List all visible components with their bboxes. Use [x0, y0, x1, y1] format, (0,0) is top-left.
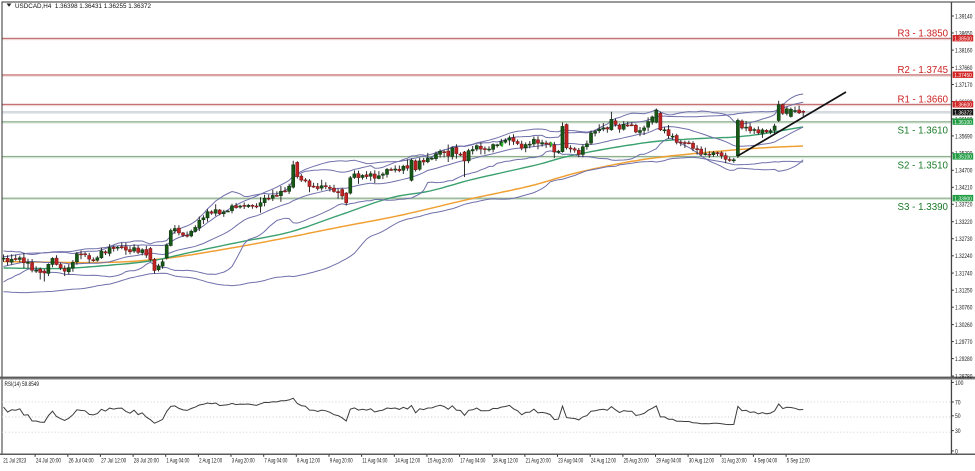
svg-text:1.30260: 1.30260: [955, 322, 973, 329]
svg-text:21 Aug 20:00: 21 Aug 20:00: [526, 458, 551, 465]
svg-text:29 Aug 04:00: 29 Aug 04:00: [656, 458, 681, 465]
svg-text:28 Jul 20:00: 28 Jul 20:00: [134, 458, 160, 465]
svg-text:1 Aug 04:00: 1 Aug 04:00: [166, 458, 189, 465]
svg-text:1.38650: 1.38650: [955, 30, 973, 37]
svg-text:1.38500: 1.38500: [954, 36, 972, 42]
svg-text:30 Aug 12:00: 30 Aug 12:00: [689, 458, 714, 465]
svg-text:1.31250: 1.31250: [955, 288, 973, 295]
svg-text:1.32240: 1.32240: [955, 253, 973, 260]
svg-text:24 Jul 20:00: 24 Jul 20:00: [36, 458, 62, 465]
svg-text:1.28780: 1.28780: [955, 373, 973, 380]
svg-text:1.30760: 1.30760: [955, 305, 973, 312]
svg-text:18 Aug 12:00: 18 Aug 12:00: [493, 458, 518, 465]
svg-text:R1 - 1.3660: R1 - 1.3660: [898, 94, 949, 105]
svg-text:26 Jul 04:00: 26 Jul 04:00: [69, 458, 95, 465]
svg-text:2 Aug 12:00: 2 Aug 12:00: [199, 458, 222, 465]
svg-text:70: 70: [955, 399, 961, 406]
svg-text:9 Aug 20:00: 9 Aug 20:00: [330, 458, 353, 465]
svg-text:1.37660: 1.37660: [955, 65, 973, 72]
svg-text:7 Aug 04:00: 7 Aug 04:00: [264, 458, 287, 465]
svg-text:USDCAD,H4 1.36398 1.36431 1.3: USDCAD,H4 1.36398 1.36431 1.36255 1.3637…: [15, 3, 151, 10]
svg-text:23 Aug 04:00: 23 Aug 04:00: [558, 458, 583, 465]
svg-text:1.36372: 1.36372: [954, 110, 972, 116]
svg-text:1.36100: 1.36100: [954, 120, 972, 126]
svg-text:R3 - 1.3850: R3 - 1.3850: [898, 29, 949, 40]
svg-text:8 Aug 12:00: 8 Aug 12:00: [297, 458, 320, 465]
svg-text:14 Aug 12:00: 14 Aug 12:00: [395, 458, 420, 465]
svg-text:S1 - 1.3610: S1 - 1.3610: [898, 126, 949, 137]
svg-text:100: 100: [955, 380, 964, 387]
svg-text:S2 - 1.3510: S2 - 1.3510: [898, 160, 949, 171]
svg-text:1.34210: 1.34210: [955, 185, 973, 192]
svg-text:1.37170: 1.37170: [955, 82, 973, 89]
svg-text:21 Jul 2023: 21 Jul 2023: [3, 458, 26, 465]
svg-text:1.39140: 1.39140: [955, 13, 973, 20]
svg-text:4 Sep 04:00: 4 Sep 04:00: [754, 458, 777, 465]
svg-text:31 Aug 20:00: 31 Aug 20:00: [722, 458, 747, 465]
svg-text:5 Sep 12:00: 5 Sep 12:00: [787, 458, 810, 465]
svg-text:3 Aug 20:00: 3 Aug 20:00: [232, 458, 255, 465]
svg-text:1.35100: 1.35100: [954, 155, 972, 161]
svg-text:1.33900: 1.33900: [954, 196, 972, 202]
svg-text:1.29280: 1.29280: [955, 356, 973, 363]
svg-text:17 Aug 04:00: 17 Aug 04:00: [460, 458, 485, 465]
svg-text:1.37450: 1.37450: [954, 73, 972, 79]
svg-text:1.34700: 1.34700: [955, 168, 973, 175]
svg-text:RSI(14) 59.8549: RSI(14) 59.8549: [5, 381, 40, 388]
svg-text:1.36600: 1.36600: [954, 103, 972, 109]
svg-text:S3 - 1.3390: S3 - 1.3390: [898, 202, 949, 213]
svg-text:R2 - 1.3745: R2 - 1.3745: [898, 65, 949, 76]
svg-text:15 Aug 20:00: 15 Aug 20:00: [428, 458, 453, 465]
svg-text:11 Aug 04:00: 11 Aug 04:00: [362, 458, 387, 465]
svg-text:1.29770: 1.29770: [955, 339, 973, 346]
svg-text:30: 30: [955, 428, 961, 435]
svg-text:24 Aug 12:00: 24 Aug 12:00: [591, 458, 616, 465]
svg-text:1.33720: 1.33720: [955, 202, 973, 209]
svg-text:1.31740: 1.31740: [955, 271, 973, 278]
svg-text:1.38160: 1.38160: [955, 48, 973, 55]
svg-text:1.33220: 1.33220: [955, 219, 973, 226]
svg-text:50: 50: [955, 413, 961, 420]
svg-text:1.35690: 1.35690: [955, 133, 973, 140]
svg-text:25 Aug 20:00: 25 Aug 20:00: [624, 458, 649, 465]
svg-text:1.32730: 1.32730: [955, 236, 973, 243]
svg-text:27 Jul 12:00: 27 Jul 12:00: [101, 458, 127, 465]
svg-text:0: 0: [955, 448, 958, 455]
